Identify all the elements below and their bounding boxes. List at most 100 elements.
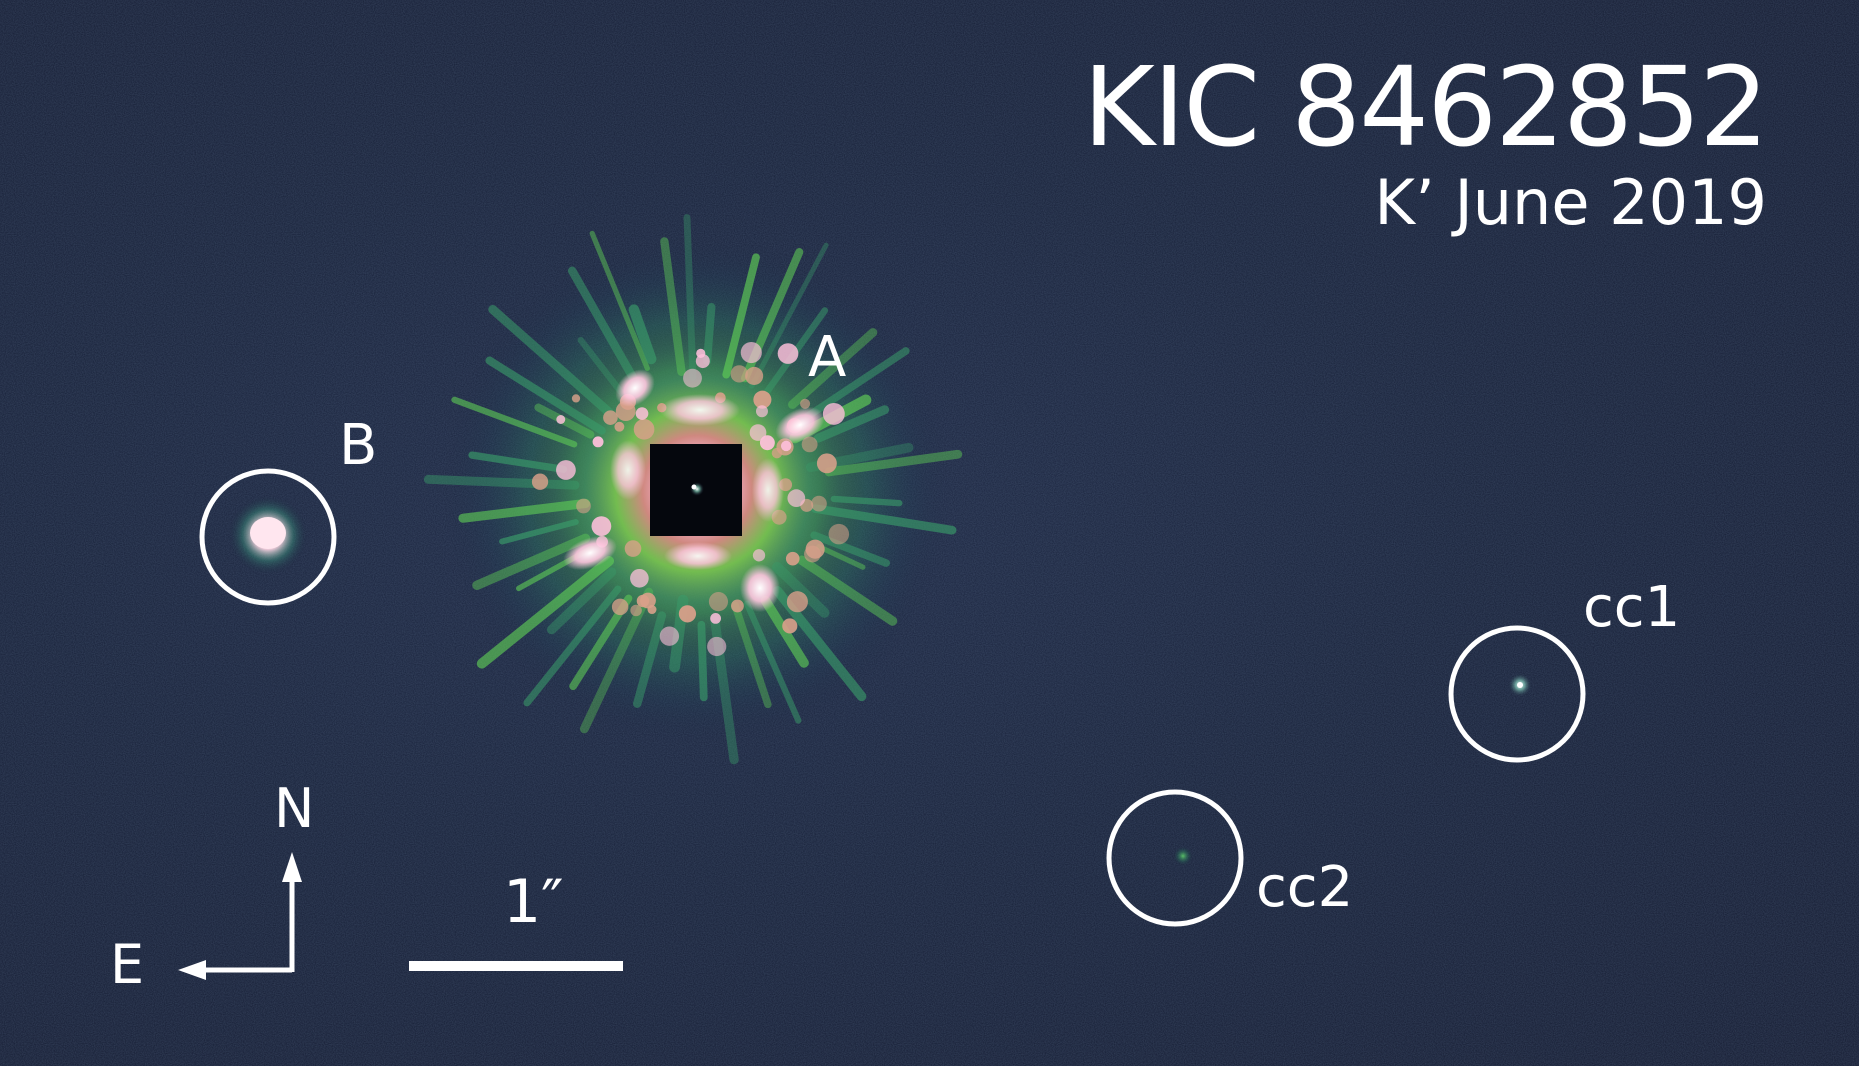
speckle-dot [710, 612, 722, 624]
speckle-dot [630, 604, 642, 617]
speckle-dot [816, 453, 837, 474]
source-cc2 [1106, 789, 1244, 927]
speckle-dot [828, 523, 850, 545]
speckle-dot [633, 418, 655, 440]
speckle-dot [780, 440, 792, 452]
speckle-dot [708, 592, 729, 612]
east-arrowhead-icon [178, 960, 206, 980]
north-arrowhead-icon [282, 852, 302, 882]
speckle-ray [589, 230, 650, 371]
scale-bar [409, 961, 623, 971]
speckle-ray [731, 601, 772, 709]
source-cc1 [1448, 625, 1586, 763]
speckle-ray [451, 396, 578, 448]
speckle-dot [635, 407, 649, 420]
speckle-dot [805, 539, 825, 559]
label-a: A [808, 325, 847, 390]
speckle-dot [771, 447, 783, 459]
speckle-dot [678, 605, 697, 623]
speckle-dot [782, 618, 798, 634]
label-b: B [339, 413, 378, 478]
speckle-ray [476, 555, 615, 669]
speckle-dot [785, 551, 800, 566]
label-cc1: cc1 [1583, 575, 1681, 640]
speckle-ray [423, 474, 580, 490]
label-cc2: cc2 [1256, 855, 1354, 920]
speckle-ray [485, 356, 606, 435]
speckle-dot [611, 598, 629, 616]
speckle-ray [488, 305, 614, 417]
speckle-dot [576, 498, 591, 514]
speckle-ray [523, 585, 622, 707]
speckle-dot [695, 354, 710, 369]
speckle-dot [556, 415, 566, 424]
speckle-ray [628, 304, 657, 365]
speckle-dot [740, 341, 762, 364]
speckle-dot [755, 405, 768, 418]
speckle-dot [800, 398, 811, 409]
speckle-ray [813, 405, 890, 443]
speckle-ray [722, 253, 760, 379]
star-b [199, 468, 337, 606]
speckle-dot [759, 435, 775, 451]
speckle-ray [632, 611, 667, 708]
speckle-dot [603, 410, 618, 425]
speckle-ray [697, 620, 708, 702]
diffraction-speckles [423, 214, 963, 765]
speckle-ray [703, 302, 716, 366]
speckle-ray [816, 544, 866, 570]
speckle-dot [591, 516, 612, 536]
speckle-dot [614, 421, 625, 432]
marker-circle-cc1 [1448, 625, 1586, 763]
speckle-dot [811, 495, 827, 512]
speckle-ray [803, 347, 910, 421]
speckle-dot [787, 489, 806, 508]
speckle-dot [786, 591, 808, 613]
speckle-ray [824, 449, 963, 477]
speckle-ray [788, 328, 878, 409]
speckle-dot [592, 436, 604, 448]
star-a [423, 214, 963, 765]
speckle-ray [760, 595, 809, 668]
speckle-ray [743, 600, 802, 724]
speckle-dot [822, 402, 845, 425]
speckle-ray [567, 266, 644, 393]
speckle-dot [571, 394, 581, 403]
speckle-ray [810, 531, 890, 567]
speckle-ray [458, 498, 591, 523]
speckle-dot [630, 568, 649, 588]
speckle-ray [771, 562, 830, 618]
speckle-dot [730, 365, 748, 383]
speckle-ray [499, 519, 579, 545]
speckle-ray [660, 237, 686, 376]
speckle-dot [753, 390, 772, 409]
speckle-dot [749, 424, 767, 441]
speckle-dot [801, 436, 818, 453]
speckle-dot [777, 343, 799, 364]
speckle-dot [745, 366, 764, 385]
speckle-dot [556, 460, 576, 480]
speckle-dot [531, 473, 549, 490]
speckle-dot [752, 549, 766, 562]
speckle-ray [749, 242, 829, 389]
speckle-dot [659, 626, 680, 646]
speckle-dot [636, 594, 650, 608]
speckle-ray [683, 214, 697, 381]
speckle-dot [707, 636, 727, 657]
speckle-ray [468, 451, 568, 473]
marker-circle-cc2 [1106, 789, 1244, 927]
compass [178, 852, 302, 980]
speckle-ray [797, 555, 898, 626]
central-star-core [690, 482, 704, 496]
speckle-ray [830, 495, 903, 507]
speckle-dot [624, 540, 642, 557]
speckle-ray [811, 504, 957, 535]
image-title: KIC 8462852 [1082, 43, 1769, 171]
speckle-ray [546, 567, 617, 635]
marker-circle-b [199, 468, 337, 606]
image-subtitle: K’ June 2019 [1374, 166, 1767, 239]
scale-bar-label: 1″ [503, 867, 564, 937]
compass-north-label: N [274, 777, 315, 840]
